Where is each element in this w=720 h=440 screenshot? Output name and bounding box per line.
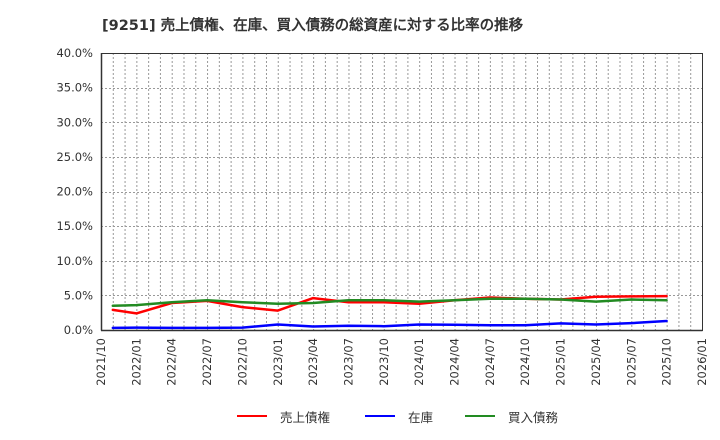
y-tick-label: 30.0% [56,115,93,129]
x-axis: 2021/10 2022/01 2022/04 2022/07 2022/10 2023/… [94,329,709,386]
x-tick-label: 2022/04 [165,338,179,386]
x-tick-label: 2023/10 [377,338,391,386]
x-tick-label: 2023/01 [271,338,285,386]
plot-frame [101,53,703,331]
legend-label: 買入債務 [508,409,559,425]
chart-title: [9251] 売上債権、在庫、買入債務の総資産に対する比率の推移 [102,18,524,34]
x-tick-label: 2026/01 [695,338,709,386]
y-tick-label: 0.0% [64,323,93,337]
y-tick-label: 15.0% [56,219,93,233]
y-axis: 0.0% 5.0% 10.0% 15.0% 20.0% 25.0% 30.0% 35.0% 40… [56,46,103,337]
x-tick-label: 2021/10 [94,338,108,386]
legend-label: 在庫 [408,409,434,425]
legend-swatch-red-line [237,415,267,417]
x-tick-label: 2024/10 [518,338,532,386]
x-tick-label: 2025/10 [660,338,674,386]
legend-label: 売上債権 [280,409,331,425]
x-tick-label: 2025/07 [624,338,638,386]
x-tick-label: 2024/01 [412,338,426,386]
x-tick-label: 2024/07 [483,338,497,386]
y-tick-label: 10.0% [56,254,93,268]
legend: 売上債権 在庫 買入債務 [0,405,720,427]
x-tick-label: 2025/04 [589,338,603,386]
y-tick-label: 25.0% [56,150,93,164]
legend-item-payables: 買入債務 [465,405,558,427]
legend-item-receivables: 売上債権 [237,405,330,427]
x-tick-label: 2022/10 [235,338,249,386]
y-tick-label: 35.0% [56,81,93,95]
grid-lines [101,53,702,330]
data-series [111,294,668,330]
y-tick-label: 40.0% [56,46,93,60]
x-tick-label: 2024/04 [448,338,462,386]
series-line [111,319,668,330]
x-tick-label: 2025/01 [554,338,568,386]
series-line [111,297,668,308]
y-tick-label: 20.0% [56,185,93,199]
x-tick-label: 2023/07 [341,338,355,386]
x-tick-label: 2022/01 [129,338,143,386]
x-tick-label: 2023/04 [306,338,320,386]
legend-swatch-blue-line [365,415,395,417]
legend-swatch-green-line [465,415,495,417]
y-tick-label: 5.0% [64,288,93,302]
x-tick-label: 2022/07 [200,338,214,386]
legend-item-inventory: 在庫 [365,405,433,427]
